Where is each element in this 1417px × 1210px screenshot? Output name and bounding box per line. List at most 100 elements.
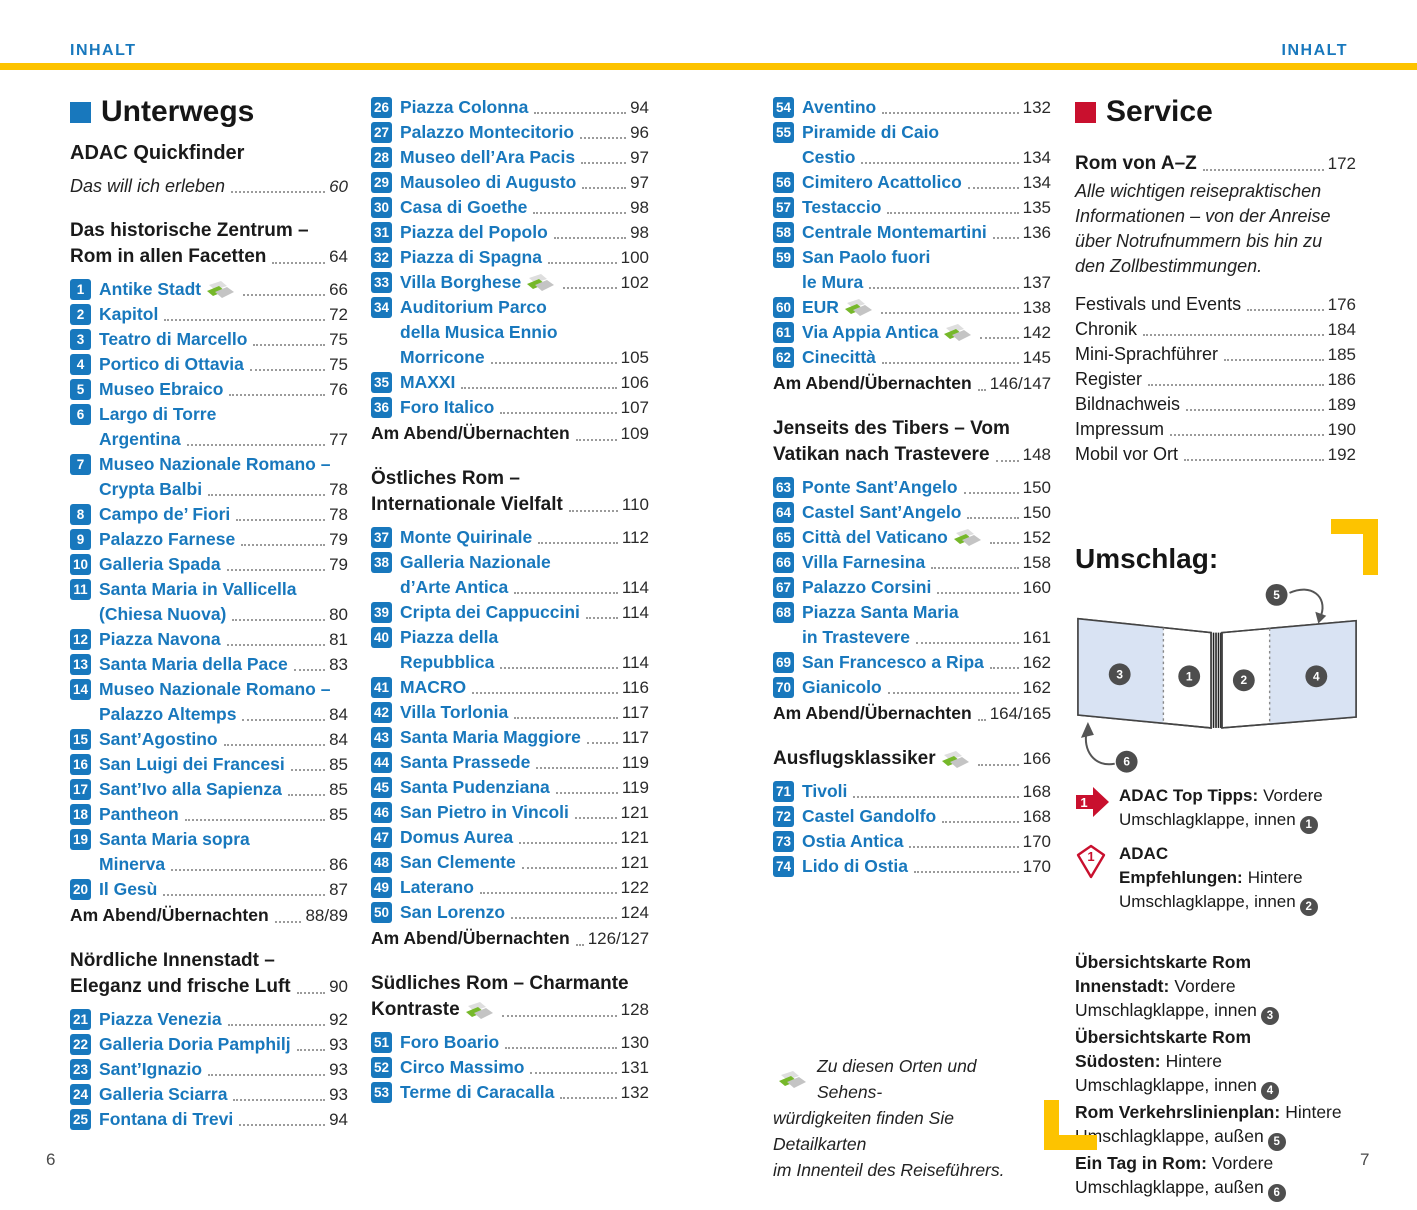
toc-item: 20 Il Gesù 87 bbox=[70, 877, 348, 902]
toc-item-line: 41 MACRO 116 bbox=[371, 675, 649, 700]
toc-item: 16 San Luigi dei Francesi 85 bbox=[70, 752, 348, 777]
map-ref-location: Vordere Umschlagklappe, außen bbox=[1075, 1152, 1274, 1197]
section-heading-line: Jenseits des Tibers – Vom bbox=[773, 416, 1051, 442]
dot-leader bbox=[574, 817, 617, 819]
dot-leader bbox=[568, 510, 618, 512]
toc-item-title: le Mura bbox=[802, 272, 864, 292]
toc-item-title: Palazzo Montecitorio bbox=[400, 122, 575, 142]
page-number: 135 bbox=[1022, 198, 1051, 217]
dot-leader bbox=[223, 744, 326, 746]
section-heading-line: Südliches Rom – Charmante bbox=[371, 971, 649, 997]
toc-item-line: 43 Santa Maria Maggiore 117 bbox=[371, 725, 649, 750]
toc-item-line: 68 Piazza Santa Maria bbox=[773, 600, 1051, 625]
toc-item-line: 44 Santa Prassede 119 bbox=[371, 750, 649, 775]
toc-item-title: Lido di Ostia bbox=[802, 856, 908, 876]
item-number-badge: 48 bbox=[371, 852, 392, 873]
toc-item-line: 70 Gianicolo 162 bbox=[773, 675, 1051, 700]
toc-item: 19 Santa Maria sopra Minerva 86 bbox=[70, 827, 348, 877]
toc-item-title: Fontana di Trevi bbox=[99, 1109, 234, 1129]
dot-leader bbox=[500, 667, 618, 669]
toc-item: 46 San Pietro in Vincoli 121 bbox=[371, 800, 649, 825]
toc-item-line: 66 Villa Farnesina 158 bbox=[773, 550, 1051, 575]
column-3: 54 Aventino 132 55 Piramide di Caio Cestio 134… bbox=[773, 95, 1052, 1180]
toc-item-line: 15 Sant’Agostino 84 bbox=[70, 727, 348, 752]
column-2: 26 Piazza Colonna 94 27 Palazzo Montecitorio… bbox=[371, 95, 649, 1105]
toc-item-line: 61 Via Appia Antica 142 bbox=[773, 320, 1051, 345]
service-row: Register 186 bbox=[1075, 367, 1356, 392]
top-tipps-text: ADAC Top Tipps: Vordere Umschlagklappe, i… bbox=[1119, 784, 1356, 834]
toc-item-title: Piazza della bbox=[400, 627, 499, 647]
rom-a-z-description: Alle wichtigen reisepraktischen Informati… bbox=[1075, 179, 1356, 279]
item-number-badge: 60 bbox=[773, 297, 794, 318]
page-number: 114 bbox=[621, 653, 649, 672]
toc-item: 21 Piazza Venezia 92 bbox=[70, 1007, 348, 1032]
dot-leader bbox=[241, 544, 326, 546]
service-row: Festivals und Events 176 bbox=[1075, 292, 1356, 317]
toc-item: 69 San Francesco a Ripa 162 bbox=[773, 650, 1051, 675]
item-number-badge: 47 bbox=[371, 827, 392, 848]
toc-item-title: MACRO bbox=[400, 677, 467, 697]
toc-item-title: Largo di Torre bbox=[99, 404, 217, 424]
page-number: 107 bbox=[620, 398, 649, 417]
toc-item-line: 10 Galleria Spada 79 bbox=[70, 552, 348, 577]
dot-leader bbox=[171, 869, 326, 871]
toc-item-line: Crypta Balbi 78 bbox=[70, 477, 348, 502]
toc-item-title: Piazza Venezia bbox=[99, 1009, 222, 1029]
toc-item-line: le Mura 137 bbox=[773, 270, 1051, 295]
page-number: 114 bbox=[621, 578, 649, 597]
evening-note-row: Am Abend/Übernachten 126/127 bbox=[371, 925, 649, 952]
dot-leader bbox=[1143, 334, 1324, 336]
toc-item-title: Museo Ebraico bbox=[99, 379, 224, 399]
page-number: 145 bbox=[1022, 348, 1051, 367]
dot-leader bbox=[296, 1049, 326, 1051]
item-number-badge: 8 bbox=[70, 504, 91, 525]
dot-leader bbox=[586, 742, 618, 744]
section-heading-line: Eleganz und frische Luft 90 bbox=[70, 974, 348, 1000]
section-heading-line: Kontraste 128 bbox=[371, 997, 649, 1023]
item-number-badge: 10 bbox=[70, 554, 91, 575]
dot-leader bbox=[514, 717, 618, 719]
page-number: 114 bbox=[621, 603, 649, 622]
toc-item-title: Piazza del Popolo bbox=[400, 222, 548, 242]
page-number: 146/147 bbox=[989, 374, 1052, 393]
map-footnote-text: Zu diesen Orten und Sehens- bbox=[817, 1056, 977, 1102]
service-row-label: Register bbox=[1075, 369, 1143, 389]
page-number: 119 bbox=[621, 753, 649, 772]
top-tipps-legend: 1 ADAC Top Tipps: Vordere Umschlagklappe,… bbox=[1075, 784, 1356, 834]
page-number: 168 bbox=[1022, 782, 1051, 801]
page-number: 134 bbox=[1022, 148, 1051, 167]
toc-item: 49 Laterano 122 bbox=[371, 875, 649, 900]
toc-item-line: 74 Lido di Ostia 170 bbox=[773, 854, 1051, 879]
item-number-badge: 20 bbox=[70, 879, 91, 900]
page-number: 150 bbox=[1022, 503, 1051, 522]
item-number-badge: 18 bbox=[70, 804, 91, 825]
section-heading-line: Östliches Rom – bbox=[371, 466, 649, 492]
rom-a-z-label: Rom von A–Z bbox=[1075, 153, 1197, 174]
toc-item: 3 Teatro di Marcello 75 bbox=[70, 327, 348, 352]
service-row-label: Bildnachweis bbox=[1075, 394, 1181, 414]
page-number: 76 bbox=[329, 380, 348, 399]
toc-item: 47 Domus Aurea 121 bbox=[371, 825, 649, 850]
toc-item-line: 32 Piazza di Spagna 100 bbox=[371, 245, 649, 270]
item-number-badge: 32 bbox=[371, 247, 392, 268]
toc-item-title: Ostia Antica bbox=[802, 831, 904, 851]
toc-item-line: 31 Piazza del Popolo 98 bbox=[371, 220, 649, 245]
page-number: 94 bbox=[630, 98, 649, 117]
toc-item-line: Repubblica 114 bbox=[371, 650, 649, 675]
toc-item-line: 39 Cripta dei Cappuccini 114 bbox=[371, 600, 649, 625]
page-number: 81 bbox=[329, 630, 348, 649]
dot-leader bbox=[229, 394, 326, 396]
dot-leader bbox=[184, 819, 326, 821]
toc-item-line: Palazzo Altemps 84 bbox=[70, 702, 348, 727]
evening-note-label: Am Abend/Übernachten bbox=[371, 423, 570, 443]
toc-item: 36 Foro Italico 107 bbox=[371, 395, 649, 420]
page-number: 148 bbox=[1022, 445, 1051, 464]
toc-item-line: 71 Tivoli 168 bbox=[773, 779, 1051, 804]
toc-item-line: 53 Terme di Caracalla 132 bbox=[371, 1080, 649, 1105]
dot-leader bbox=[1170, 434, 1324, 436]
page-number: 131 bbox=[620, 1058, 649, 1077]
toc-item-line: 5 Museo Ebraico 76 bbox=[70, 377, 348, 402]
toc-item-title: Galleria Spada bbox=[99, 554, 221, 574]
page-number: 170 bbox=[1022, 832, 1051, 851]
